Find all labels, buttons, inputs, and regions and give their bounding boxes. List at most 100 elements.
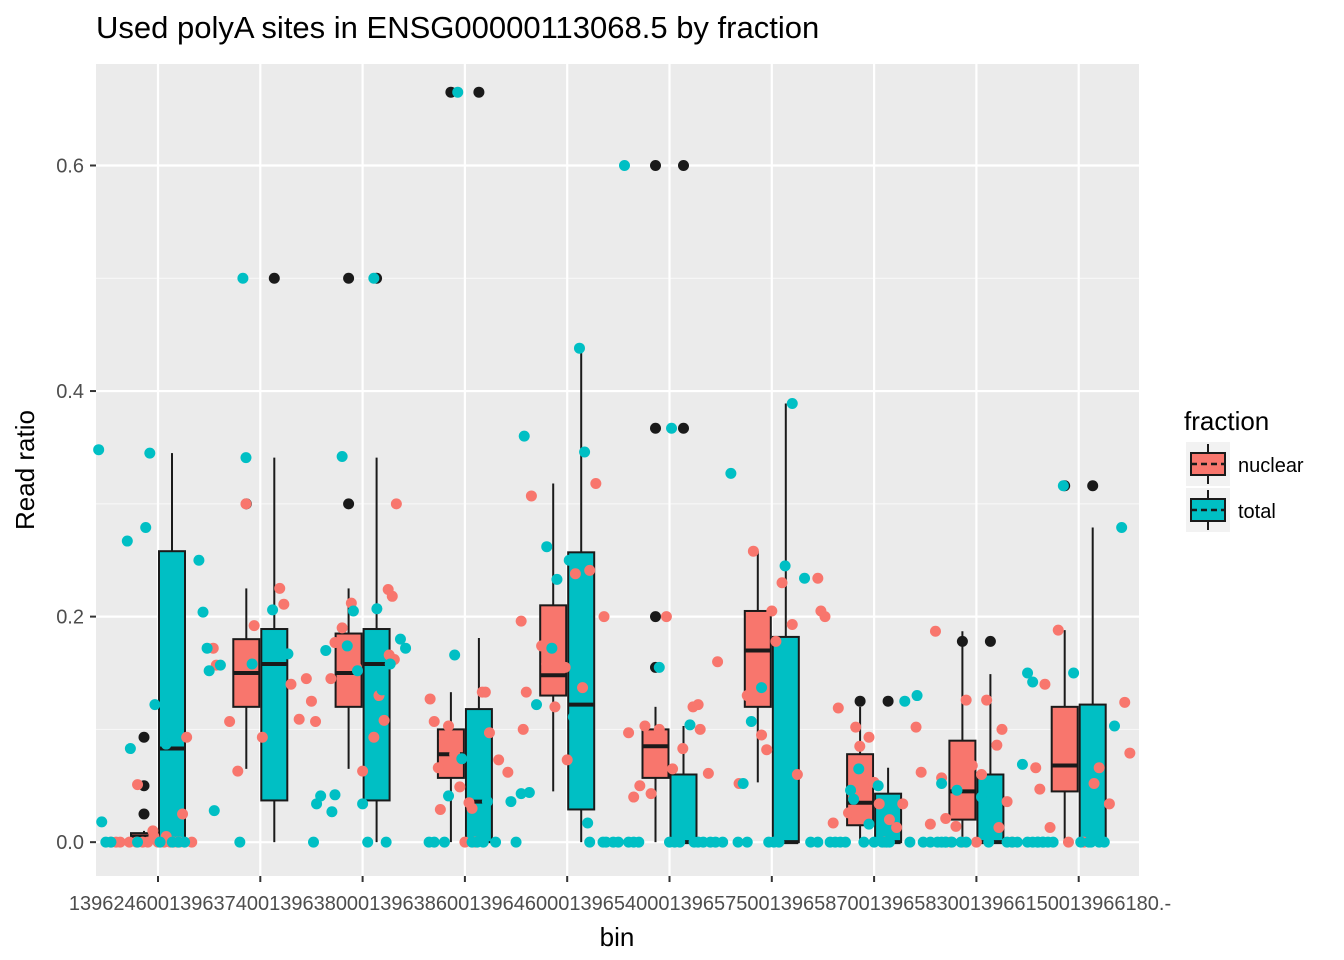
jitter-point-total <box>799 572 811 584</box>
jitter-point-nuclear <box>976 769 988 780</box>
jitter-point-total <box>1085 836 1097 848</box>
jitter-point-nuclear <box>1124 747 1136 759</box>
jitter-point-nuclear <box>598 611 610 623</box>
jitter-point-total <box>240 452 252 464</box>
jitter-point-total <box>307 836 319 848</box>
jitter-point-nuclear <box>520 686 532 698</box>
jitter-point-total <box>149 699 161 711</box>
jitter-point-total <box>154 836 166 848</box>
jitter-point-total <box>208 805 220 817</box>
jitter-point-nuclear <box>502 766 514 778</box>
jitter-point-nuclear <box>1103 798 1115 810</box>
jitter-point-nuclear <box>248 620 260 632</box>
jitter-point-total <box>546 642 558 654</box>
jitter-point-nuclear <box>517 723 529 735</box>
jitter-point-nuclear <box>357 765 369 777</box>
jitter-point-total <box>371 603 383 615</box>
jitter-point-nuclear <box>993 822 1005 834</box>
jitter-point-total <box>737 778 749 790</box>
outlier-point <box>882 695 894 707</box>
jitter-point-nuclear <box>843 807 855 819</box>
jitter-point-nuclear <box>1034 783 1046 795</box>
jitter-point-nuclear <box>590 478 602 490</box>
jitter-point-nuclear <box>232 765 244 777</box>
jitter-point-total <box>666 422 678 434</box>
jitter-point-total <box>140 522 152 534</box>
outlier-point <box>956 635 968 647</box>
x-tick-labels: 1396246001396374001396380001396386001396… <box>69 893 1171 915</box>
outlier-point <box>678 160 689 171</box>
jitter-point-nuclear <box>561 754 573 766</box>
jitter-point-nuclear <box>1093 762 1105 774</box>
jitter-point-total <box>1109 720 1121 732</box>
jitter-point-nuclear <box>863 731 875 743</box>
jitter-point-total <box>93 444 105 456</box>
jitter-point-total <box>936 778 948 790</box>
jitter-point-total <box>179 836 191 848</box>
y-tick-label: 0.0 <box>56 832 84 854</box>
jitter-point-total <box>872 780 884 792</box>
jitter-point-total <box>1027 676 1039 688</box>
outlier-point <box>984 635 996 647</box>
jitter-point-total <box>1116 522 1128 534</box>
y-axis: 0.0 0.2 0.4 0.6 <box>56 156 96 854</box>
jitter-point-total <box>452 86 464 98</box>
jitter-point-nuclear <box>897 798 909 810</box>
jitter-point-nuclear <box>147 825 159 837</box>
jitter-point-total <box>633 836 645 848</box>
jitter-point-nuclear <box>300 673 312 685</box>
jitter-point-total <box>144 447 156 459</box>
jitter-point-nuclear <box>438 732 450 744</box>
jitter-point-nuclear <box>479 686 491 698</box>
jitter-point-nuclear <box>929 625 941 637</box>
jitter-point-total <box>684 719 696 731</box>
jitter-point-total <box>477 836 489 848</box>
jitter-point-total <box>745 715 757 727</box>
jitter-point-nuclear <box>966 759 978 771</box>
jitter-point-total <box>394 633 406 645</box>
box-total-7 <box>771 403 800 845</box>
jitter-point-total <box>1016 758 1028 770</box>
jitter-point-nuclear <box>850 721 862 733</box>
jitter-point-nuclear <box>181 731 193 743</box>
jitter-point-nuclear <box>667 763 679 775</box>
y-axis-title: Read ratio <box>10 410 40 530</box>
jitter-point-nuclear <box>325 673 337 685</box>
box-body <box>1078 703 1107 844</box>
jitter-point-total <box>336 450 348 462</box>
jitter-point-total <box>347 605 359 617</box>
outlier-point <box>650 160 661 171</box>
jitter-point-nuclear <box>819 611 831 623</box>
jitter-point-total <box>1011 836 1023 848</box>
jitter-point-nuclear <box>712 656 724 668</box>
jitter-point-nuclear <box>493 754 505 766</box>
jitter-point-total <box>326 806 338 818</box>
box-body <box>669 773 698 844</box>
legend-entry-nuclear: nuclear <box>1186 442 1304 486</box>
jitter-point-total <box>674 836 686 848</box>
jitter-point-total <box>983 836 995 848</box>
jitter-point-nuclear <box>443 720 455 732</box>
jitter-point-total <box>551 573 563 585</box>
jitter-point-nuclear <box>1119 696 1131 708</box>
jitter-point-nuclear <box>776 577 788 589</box>
jitter-point-total <box>376 684 388 696</box>
jitter-point-nuclear <box>285 678 297 690</box>
jitter-point-total <box>812 836 824 848</box>
jitter-point-nuclear <box>677 743 689 755</box>
jitter-point-total <box>96 816 108 828</box>
jitter-point-nuclear <box>483 727 495 739</box>
jitter-point-total <box>121 535 133 547</box>
jitter-point-nuclear <box>434 803 446 815</box>
outlier-point <box>650 422 661 434</box>
jitter-point-total <box>518 430 530 442</box>
jitter-point-total <box>105 836 117 848</box>
jitter-point-total <box>717 836 729 848</box>
jitter-point-nuclear <box>891 822 903 834</box>
jitter-point-total <box>368 272 380 284</box>
box-body <box>1050 705 1079 793</box>
jitter-point-total <box>573 342 585 354</box>
box-body <box>158 550 186 844</box>
jitter-point-total <box>384 658 396 670</box>
